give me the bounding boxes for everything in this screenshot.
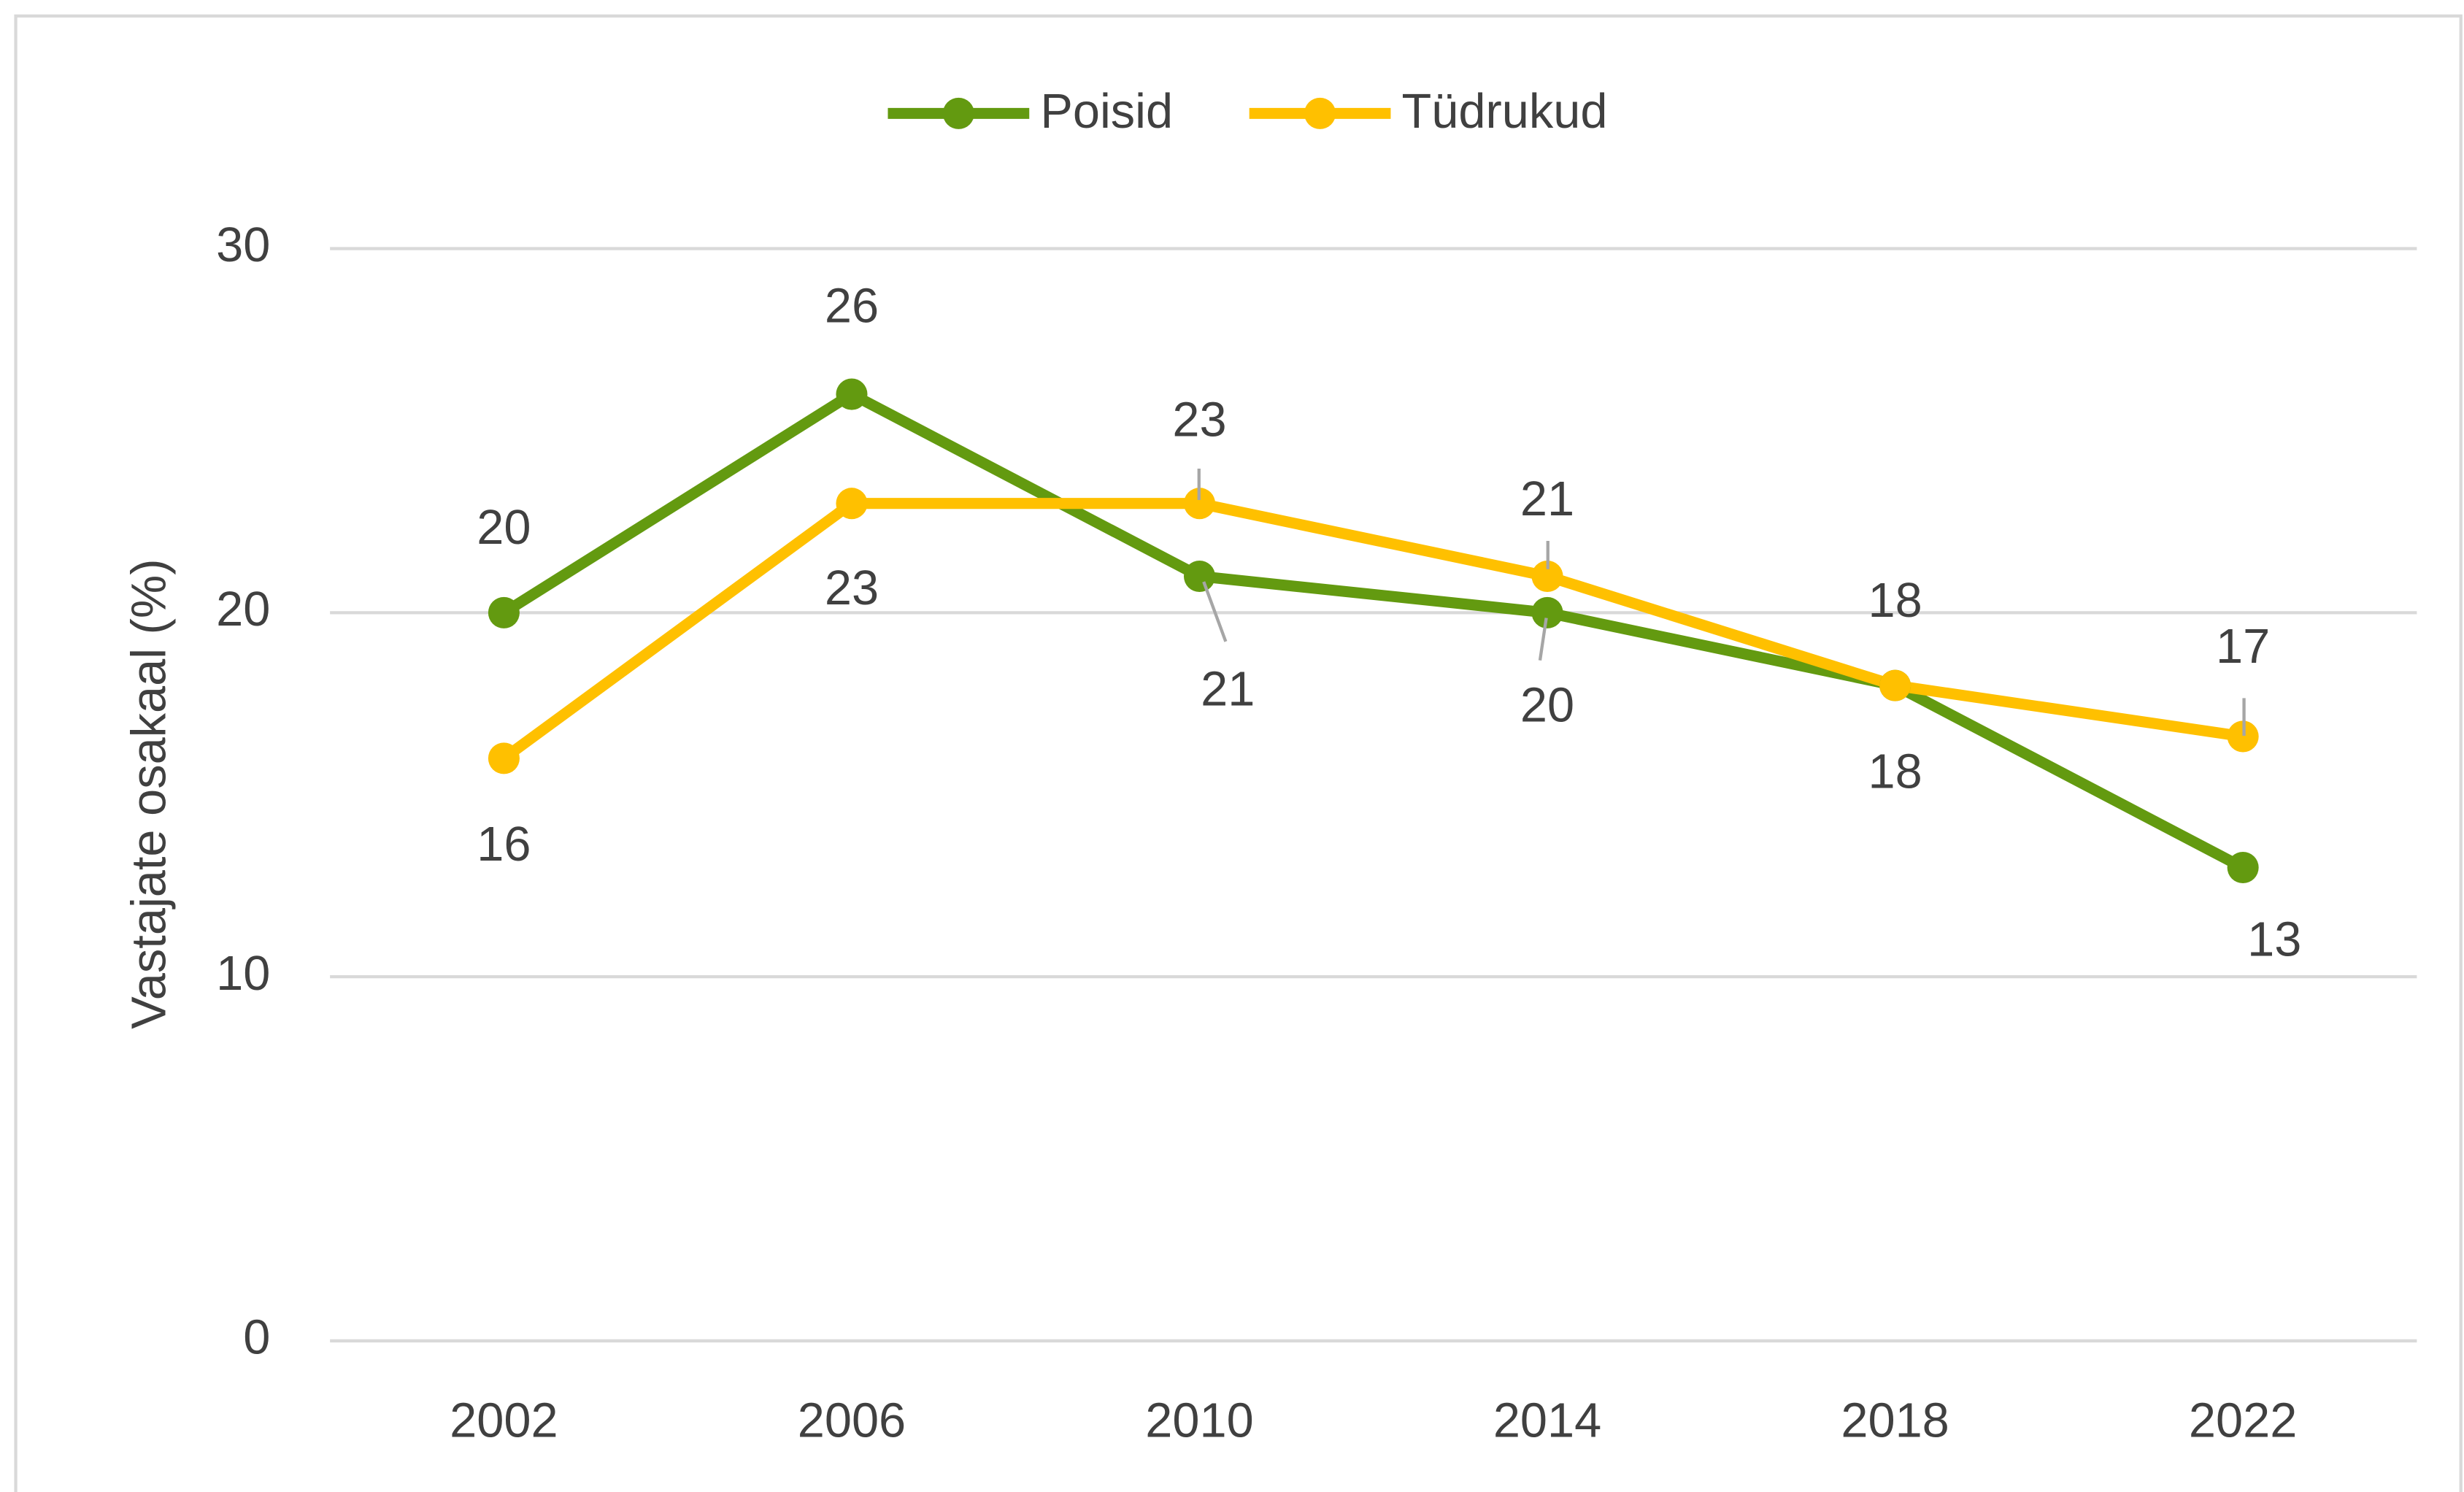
y-tick-label: 0 xyxy=(243,1311,270,1365)
series-line xyxy=(501,388,2246,873)
legend-label: Poisid xyxy=(1040,85,1173,139)
data-label: 18 xyxy=(1868,745,1922,799)
data-label: 18 xyxy=(1868,574,1922,628)
y-axis-label: Vastajate osakaal (%) xyxy=(122,559,176,1029)
data-label: 20 xyxy=(1520,678,1574,732)
leader-line xyxy=(1538,618,1548,661)
x-tick-label: 2006 xyxy=(798,1394,906,1448)
marker xyxy=(2227,720,2259,753)
y-tick-label: 10 xyxy=(216,947,270,1001)
data-label: 16 xyxy=(477,818,531,872)
marker xyxy=(1879,669,1911,701)
marker xyxy=(836,488,868,520)
legend-label: Tüdrukud xyxy=(1402,85,1608,139)
marker xyxy=(1531,560,1563,592)
chart-frame xyxy=(14,14,2463,1492)
legend-marker xyxy=(1304,97,1336,129)
marker xyxy=(488,596,520,628)
data-label: 23 xyxy=(825,561,879,615)
marker xyxy=(488,742,520,774)
marker xyxy=(1531,596,1563,628)
data-label: 13 xyxy=(2247,912,2301,966)
data-label: 20 xyxy=(477,501,531,555)
data-label: 17 xyxy=(2216,620,2270,674)
legend-marker xyxy=(942,97,974,129)
data-label: 23 xyxy=(1172,393,1226,447)
leader-line xyxy=(1202,581,1228,642)
marker xyxy=(836,378,868,410)
x-tick-label: 2010 xyxy=(1145,1394,1253,1448)
marker xyxy=(1183,488,1216,520)
marker xyxy=(2227,851,2259,884)
x-tick-label: 2014 xyxy=(1493,1394,1601,1448)
data-label: 21 xyxy=(1201,662,1255,716)
x-tick-label: 2002 xyxy=(450,1394,558,1448)
data-label: 21 xyxy=(1520,472,1574,526)
y-tick-label: 30 xyxy=(216,218,270,272)
x-tick-label: 2018 xyxy=(1841,1394,1949,1448)
x-tick-label: 2022 xyxy=(2189,1394,2297,1448)
data-label: 26 xyxy=(825,279,879,333)
series-line xyxy=(500,498,2244,763)
marker xyxy=(1183,560,1216,592)
y-tick-label: 20 xyxy=(216,582,270,637)
